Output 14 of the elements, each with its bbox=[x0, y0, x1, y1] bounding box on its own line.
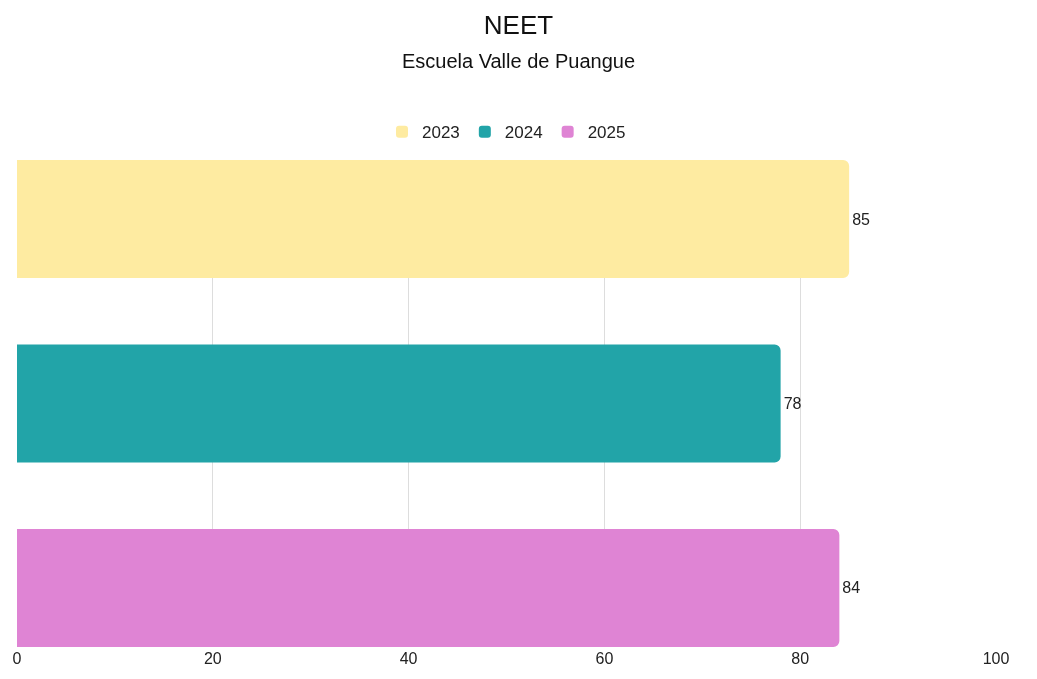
legend-label: 2023 bbox=[422, 123, 460, 143]
x-tick-label: 80 bbox=[791, 650, 810, 667]
legend-label: 2025 bbox=[587, 123, 626, 143]
x-tick-label: 20 bbox=[203, 650, 222, 667]
data-label: 78 bbox=[783, 395, 802, 412]
x-tick-label: 100 bbox=[982, 650, 1010, 667]
data-label: 85 bbox=[852, 210, 871, 228]
x-tick-label: 40 bbox=[399, 650, 418, 667]
chart-subtitle: Escuela Valle de Puangue bbox=[401, 49, 636, 72]
x-tick-label: 60 bbox=[595, 650, 614, 667]
legend-label: 2024 bbox=[504, 123, 543, 143]
chart-title: NEET bbox=[483, 9, 554, 40]
x-tick-label: 0 bbox=[12, 650, 22, 667]
data-label: 84 bbox=[842, 579, 861, 597]
